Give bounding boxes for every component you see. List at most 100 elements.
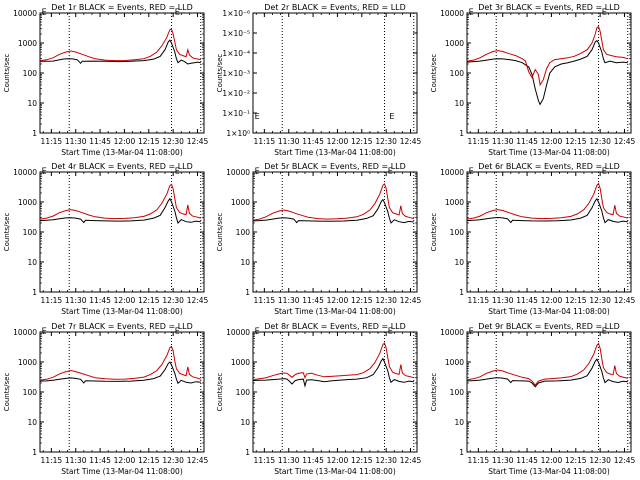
y-tick-label: 10	[240, 418, 250, 427]
plot-frame	[252, 171, 418, 293]
x-tick-label: 11:45	[516, 296, 538, 305]
x-tick-label: 12:15	[565, 137, 587, 146]
y-tick-label: 10000	[440, 328, 464, 337]
e-marker-label: E	[602, 7, 607, 16]
x-tick-label: 11:45	[89, 296, 111, 305]
x-tick-label: 12:00	[541, 456, 563, 465]
x-tick-label: 12:45	[614, 296, 636, 305]
x-tick-label: 11:30	[65, 137, 87, 146]
detector-panel-4: Det 4r BLACK = Events, RED = LLD Counts/s…	[3, 162, 209, 316]
y-tick-label: 1	[459, 448, 464, 457]
plot-frame	[39, 331, 205, 453]
y-tick-label: 1000	[18, 358, 37, 367]
e-marker-label: E	[602, 166, 607, 175]
plot-frame	[466, 331, 632, 453]
x-tick-label: 11:45	[302, 296, 324, 305]
x-tick-label: 12:45	[400, 137, 422, 146]
y-axis-label: Counts/sec	[3, 54, 11, 93]
y-tick-label: 10	[454, 258, 464, 267]
y-tick-label: 10	[27, 99, 37, 108]
y-axis-label: Counts/sec	[430, 54, 438, 93]
y-tick-label: 1	[459, 129, 464, 138]
x-tick-label: 11:15	[41, 296, 63, 305]
x-tick-label: 12:15	[351, 296, 373, 305]
y-tick-label: 1000	[445, 39, 464, 48]
x-tick-label: 12:30	[375, 456, 397, 465]
y-tick-label: 1000	[445, 198, 464, 207]
events-series-line	[466, 39, 628, 106]
y-tick-label: 10	[27, 418, 37, 427]
x-tick-label: 12:30	[375, 296, 397, 305]
x-tick-label: 12:30	[162, 137, 184, 146]
x-tick-label: 11:45	[89, 137, 111, 146]
x-tick-label: 12:00	[327, 296, 349, 305]
y-tick-label: 1	[32, 129, 37, 138]
e-marker-label: E	[255, 112, 260, 121]
plot-frame	[252, 331, 418, 453]
e-marker-label: E	[469, 7, 474, 16]
y-axis-label: Counts/sec	[216, 54, 224, 93]
y-tick-label: 1000	[445, 358, 464, 367]
detector-panel-9: Det 9r BLACK = Events, RED = LLD Counts/s…	[430, 322, 636, 476]
y-tick-label: 100	[450, 69, 465, 78]
x-tick-label: 12:45	[614, 456, 636, 465]
y-tick-label: 1×10⁻⁵	[222, 29, 250, 38]
x-axis-label: Start Time (13-Mar-04 11:08:00)	[274, 467, 396, 476]
y-tick-label: 100	[236, 228, 251, 237]
y-tick-label: 1×10⁻⁶	[222, 9, 250, 18]
x-tick-label: 12:15	[565, 296, 587, 305]
panel-title: Det 1r BLACK = Events, RED = LLD	[51, 3, 193, 12]
x-tick-label: 12:30	[589, 456, 611, 465]
plot-frame	[39, 12, 205, 134]
events-series-line	[39, 197, 201, 224]
y-tick-label: 10000	[13, 9, 37, 18]
y-axis-label: Counts/sec	[216, 213, 224, 252]
x-tick-label: 11:15	[254, 296, 276, 305]
y-tick-label: 10000	[226, 328, 250, 337]
y-axis-label: Counts/sec	[430, 213, 438, 252]
x-tick-label: 11:45	[516, 137, 538, 146]
x-tick-label: 12:45	[187, 296, 209, 305]
y-tick-label: 1×10⁰	[226, 129, 250, 138]
e-marker-label: E	[42, 326, 47, 335]
y-tick-label: 1×10⁻¹	[222, 109, 250, 118]
y-tick-label: 10	[240, 258, 250, 267]
x-tick-label: 12:30	[162, 456, 184, 465]
lld-series-line	[252, 183, 414, 221]
panel-title: Det 9r BLACK = Events, RED = LLD	[478, 322, 620, 331]
detector-panel-6: Det 6r BLACK = Events, RED = LLD Counts/s…	[430, 162, 636, 316]
detector-panel-2: Det 2r BLACK = Events, RED = LLD Counts/s…	[216, 3, 422, 157]
y-tick-label: 10000	[440, 168, 464, 177]
panel-title: Det 8r BLACK = Events, RED = LLD	[264, 322, 406, 331]
x-tick-label: 12:45	[614, 137, 636, 146]
lld-series-line	[466, 342, 628, 386]
detector-panel-5: Det 5r BLACK = Events, RED = LLD Counts/s…	[216, 162, 422, 316]
y-tick-label: 1	[245, 448, 250, 457]
x-tick-label: 11:15	[468, 456, 490, 465]
y-tick-label: 100	[23, 388, 38, 397]
y-tick-label: 1	[32, 288, 37, 297]
events-series-line	[466, 197, 628, 224]
events-series-line	[39, 361, 201, 385]
plot-frame	[39, 171, 205, 293]
x-tick-label: 12:30	[589, 137, 611, 146]
panel-title: Det 6r BLACK = Events, RED = LLD	[478, 162, 620, 171]
x-tick-label: 12:00	[327, 137, 349, 146]
x-tick-label: 12:15	[138, 137, 160, 146]
y-tick-label: 1	[32, 448, 37, 457]
detector-panel-3: Det 3r BLACK = Events, RED = LLD Counts/s…	[430, 3, 636, 157]
x-tick-label: 12:45	[187, 456, 209, 465]
x-tick-label: 12:30	[375, 137, 397, 146]
e-marker-label: E	[469, 326, 474, 335]
e-marker-label: E	[388, 166, 393, 175]
lld-series-line	[39, 28, 201, 62]
panel-title: Det 7r BLACK = Events, RED = LLD	[51, 322, 193, 331]
x-tick-label: 11:15	[41, 137, 63, 146]
x-tick-label: 12:00	[114, 456, 136, 465]
y-tick-label: 10000	[440, 9, 464, 18]
events-series-line	[252, 198, 414, 224]
detector-panel-1: Det 1r BLACK = Events, RED = LLD Counts/s…	[3, 3, 209, 157]
x-tick-label: 12:00	[114, 296, 136, 305]
x-tick-label: 12:30	[589, 296, 611, 305]
